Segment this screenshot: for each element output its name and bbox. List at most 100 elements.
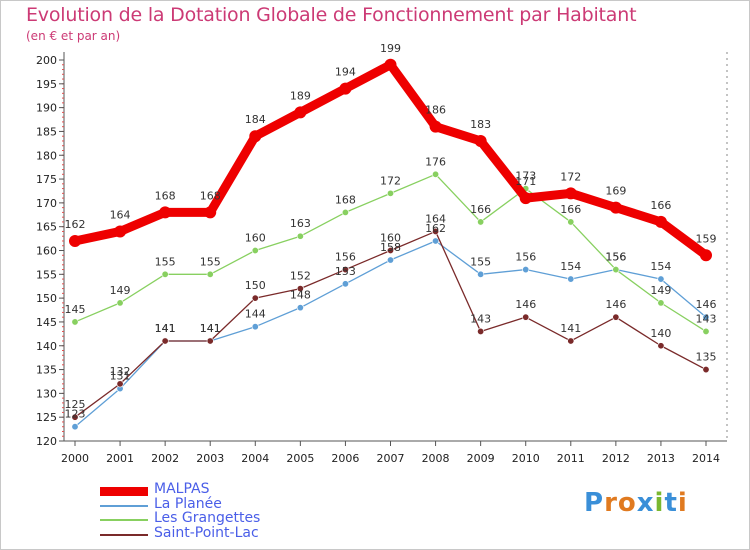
data-point [657, 299, 665, 307]
x-tick-label: 2005 [286, 452, 314, 465]
data-label: 153 [335, 265, 356, 278]
y-tick-label: 160 [36, 245, 57, 258]
data-point [477, 270, 485, 278]
data-point [339, 82, 352, 95]
data-label: 155 [155, 255, 176, 268]
data-label: 154 [560, 260, 581, 273]
x-tick-label: 2007 [377, 452, 405, 465]
x-tick-label: 2009 [467, 452, 495, 465]
x-tick-label: 2011 [557, 452, 585, 465]
data-point [609, 201, 622, 214]
data-label: 176 [425, 155, 446, 168]
data-label: 168 [335, 193, 356, 206]
data-point [161, 337, 169, 345]
data-label: 140 [650, 327, 671, 340]
data-label: 155 [200, 255, 221, 268]
data-point [519, 192, 532, 205]
data-point [116, 380, 124, 388]
y-tick-label: 120 [36, 435, 57, 448]
data-label: 143 [696, 312, 717, 325]
data-label: 154 [650, 260, 671, 273]
data-point [251, 323, 259, 331]
data-point [432, 170, 440, 178]
data-point [702, 327, 710, 335]
y-tick-label: 165 [36, 221, 57, 234]
legend-label: MALPAS [154, 481, 210, 497]
y-tick-label: 195 [36, 78, 57, 91]
data-point [612, 313, 620, 321]
data-point [657, 275, 665, 283]
series-line-malpas [70, 60, 711, 260]
data-label: 156 [515, 251, 536, 264]
data-label: 184 [245, 113, 266, 126]
data-point [564, 187, 577, 200]
data-point [477, 218, 485, 226]
data-point [251, 247, 259, 255]
data-label: 166 [650, 199, 671, 212]
data-label: 146 [605, 298, 626, 311]
data-point [204, 206, 217, 219]
y-tick-label: 170 [36, 197, 57, 210]
chart-subtitle: (en € et par an) [26, 29, 121, 43]
legend-swatch [100, 519, 148, 521]
data-label: 166 [560, 203, 581, 216]
data-point [386, 189, 394, 197]
data-label: 125 [65, 398, 86, 411]
y-tick-label: 150 [36, 292, 57, 305]
data-label: 150 [245, 279, 266, 292]
data-label: 162 [65, 218, 86, 231]
data-point [429, 120, 442, 133]
data-label: 148 [290, 289, 311, 302]
data-point [114, 225, 127, 238]
data-point [702, 313, 710, 321]
data-label: 171 [515, 175, 536, 188]
legend-swatch [100, 533, 148, 536]
data-point [159, 206, 172, 219]
data-label: 183 [470, 118, 491, 131]
data-point [251, 294, 259, 302]
data-label: 172 [560, 170, 581, 183]
x-tick-label: 2013 [647, 452, 675, 465]
data-label: 141 [155, 322, 176, 335]
data-label: 143 [470, 312, 491, 325]
data-point [432, 227, 440, 235]
logo-letter: t [664, 488, 678, 518]
data-label: 141 [155, 322, 176, 335]
logo-letter: o [617, 488, 637, 518]
data-label: 163 [290, 217, 311, 230]
y-tick-label: 130 [36, 387, 57, 400]
legend-swatch [100, 504, 148, 507]
x-tick-label: 2002 [151, 452, 179, 465]
data-point [567, 218, 575, 226]
x-tick-label: 2000 [61, 452, 89, 465]
data-label: 186 [425, 104, 446, 117]
data-point [657, 342, 665, 350]
y-tick-label: 125 [36, 411, 57, 424]
data-label: 149 [110, 284, 131, 297]
y-tick-label: 200 [36, 54, 57, 67]
data-label: 145 [65, 303, 86, 316]
data-point [702, 366, 710, 374]
data-point [71, 423, 79, 431]
data-point [206, 270, 214, 278]
data-point [341, 208, 349, 216]
data-label: 168 [200, 189, 221, 202]
y-tick-label: 175 [36, 173, 57, 186]
data-label: 164 [110, 208, 131, 221]
logo-letter: r [604, 488, 618, 518]
y-tick-label: 135 [36, 364, 57, 377]
data-point [432, 237, 440, 245]
data-label: 131 [110, 370, 131, 383]
data-label: 159 [696, 232, 717, 245]
data-point [206, 337, 214, 345]
data-label: 172 [380, 174, 401, 187]
data-point [567, 337, 575, 345]
data-label: 155 [470, 255, 491, 268]
chart-title: Evolution de la Dotation Globale de Fonc… [26, 4, 637, 26]
legend-label: Les Grangettes [154, 510, 261, 526]
data-point [296, 232, 304, 240]
data-label: 156 [605, 251, 626, 264]
data-label: 164 [425, 212, 446, 225]
